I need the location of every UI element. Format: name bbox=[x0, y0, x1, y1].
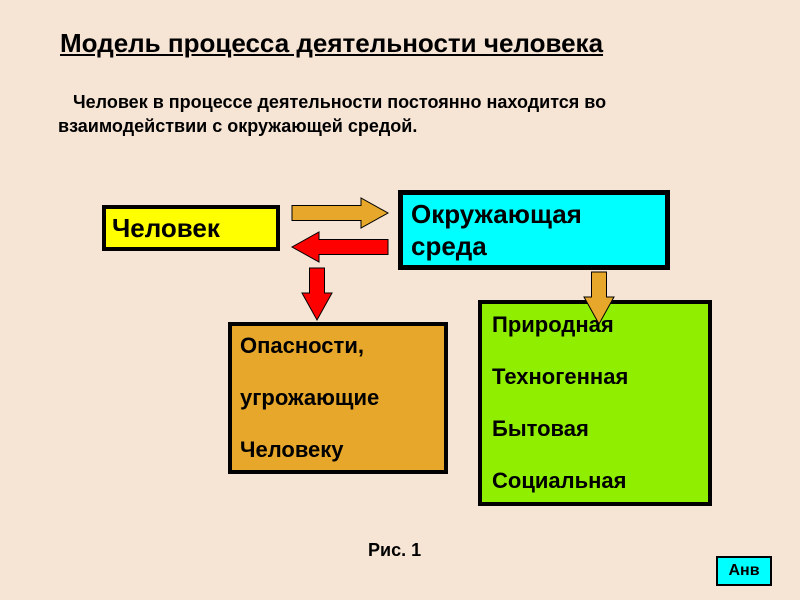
figure-caption: Рис. 1 bbox=[368, 540, 421, 561]
arrow-right-icon bbox=[292, 198, 388, 228]
diagram-canvas: Модель процесса деятельности человека Че… bbox=[0, 0, 800, 600]
arrow-down-icon bbox=[302, 268, 332, 320]
intro-text: Человек в процессе деятельности постоянн… bbox=[58, 90, 606, 138]
arrow-left-icon bbox=[292, 232, 388, 262]
badge-anv: Анв bbox=[716, 556, 772, 586]
badge-label: Анв bbox=[728, 562, 759, 580]
node-human: Человек bbox=[102, 205, 280, 251]
page-title: Модель процесса деятельности человека bbox=[60, 28, 603, 59]
node-human-label: Человек bbox=[112, 213, 276, 244]
arrow-down-icon bbox=[584, 272, 614, 324]
node-dangers: Опасности, угрожающие Человеку bbox=[228, 322, 448, 474]
node-env-types: Природная Техногенная Бытовая Социальная bbox=[478, 300, 712, 506]
node-environment: Окружающая среда bbox=[398, 190, 670, 270]
